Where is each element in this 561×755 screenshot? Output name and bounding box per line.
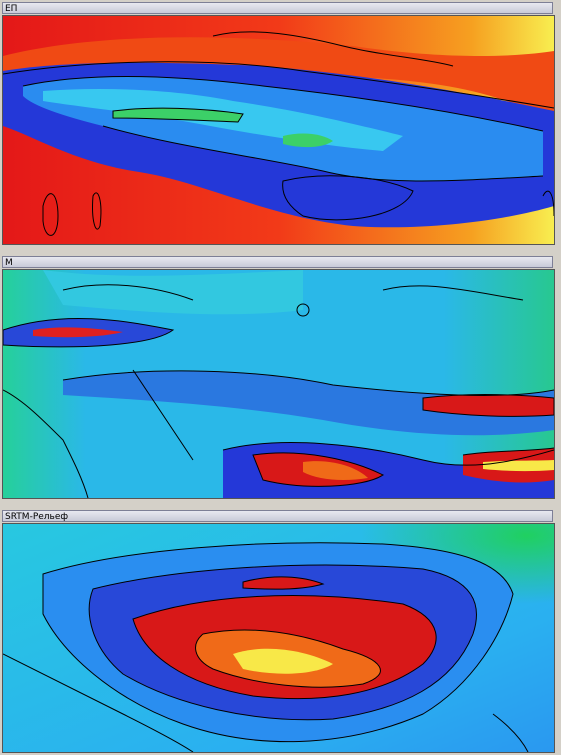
panel-ep: ЕП xyxy=(2,2,555,245)
panel-m-title[interactable]: М xyxy=(2,256,553,268)
panel-m-map[interactable] xyxy=(2,269,555,499)
panel-srtm: SRTM-Рельеф xyxy=(2,510,555,753)
panel-ep-map[interactable] xyxy=(2,15,555,245)
panel-ep-title[interactable]: ЕП xyxy=(2,2,553,14)
panel-m: М xyxy=(2,256,555,499)
panel-srtm-map[interactable] xyxy=(2,523,555,753)
panel-srtm-title[interactable]: SRTM-Рельеф xyxy=(2,510,553,522)
